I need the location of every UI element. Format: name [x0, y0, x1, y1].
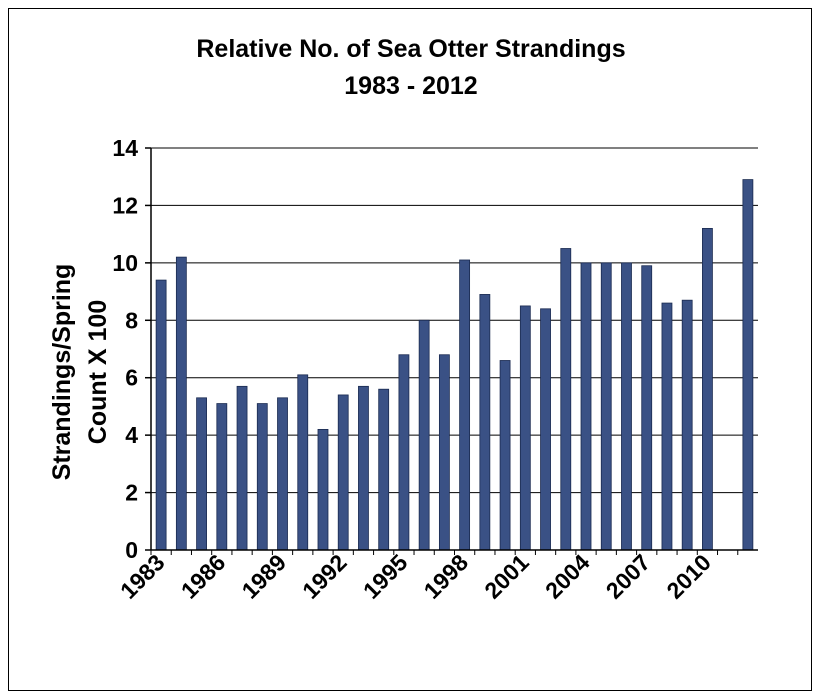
x-tick-label: 2010	[661, 549, 716, 604]
x-tick-label: 2001	[479, 549, 534, 604]
gridlines	[151, 147, 758, 494]
bar-1993	[358, 385, 369, 551]
bar-2010	[702, 227, 713, 551]
x-tick-labels: 1983 1986 1989 1992 1995 1998 2001 2004 2007 2010	[115, 549, 716, 604]
bar-1986	[216, 403, 228, 551]
bar-2005	[600, 262, 612, 551]
y-tick-label: 4	[125, 422, 138, 448]
chart-frame	[8, 8, 812, 691]
bar-2009	[681, 299, 693, 551]
bar-2007	[641, 265, 653, 551]
x-tick-label: 1983	[115, 549, 170, 604]
bar-2006	[621, 262, 632, 551]
bar-1995	[398, 354, 410, 551]
chart-subtitle: 1983 - 2012	[344, 72, 478, 100]
bar-1997	[438, 354, 450, 551]
bar-1996	[418, 319, 430, 551]
x-tick-label: 1986	[176, 549, 231, 604]
x-tick-label: 2007	[601, 549, 656, 604]
y-tick-label: 6	[125, 365, 138, 391]
bar-2002	[540, 308, 551, 551]
y-tick-label: 2	[125, 480, 138, 506]
bar-1990	[297, 374, 309, 551]
y-tick-label: 0	[125, 537, 138, 563]
y-axis-label-line2: Count X 100	[84, 300, 112, 444]
bar-2003	[560, 248, 572, 551]
y-tick-label: 12	[112, 192, 138, 218]
bar-1999	[479, 294, 491, 551]
bar-1985	[196, 397, 207, 551]
bar-1988	[256, 403, 268, 551]
bar-1984	[175, 256, 187, 551]
x-tick-label: 1998	[419, 549, 474, 604]
bar-2000	[499, 360, 511, 551]
bars	[155, 179, 754, 551]
y-tick-label: 10	[112, 250, 138, 276]
y-tick-label: 8	[125, 307, 138, 333]
bar-1989	[277, 397, 288, 551]
bar-2012	[742, 179, 754, 551]
bar-2008	[661, 302, 673, 551]
y-axis-label-line1: Strandings/Spring	[48, 264, 76, 481]
x-tick-label: 1992	[297, 549, 352, 604]
chart-title: Relative No. of Sea Otter Strandings	[196, 35, 626, 63]
axes	[150, 148, 758, 555]
bar-1983	[155, 279, 167, 551]
y-tick-labels: 0 2 4 6 8 10 12 14	[112, 135, 151, 563]
bar-1991	[317, 428, 329, 551]
bar-1987	[236, 385, 248, 551]
x-tick-label: 2004	[540, 549, 595, 604]
bar-1998	[459, 259, 471, 551]
bar-1992	[337, 394, 349, 551]
bar-2001	[519, 305, 531, 551]
x-tick-label: 1995	[358, 549, 413, 604]
bar-1994	[378, 388, 390, 551]
y-tick-label: 14	[112, 135, 138, 161]
x-tick-label: 1989	[236, 549, 291, 604]
bar-2004	[580, 262, 592, 551]
